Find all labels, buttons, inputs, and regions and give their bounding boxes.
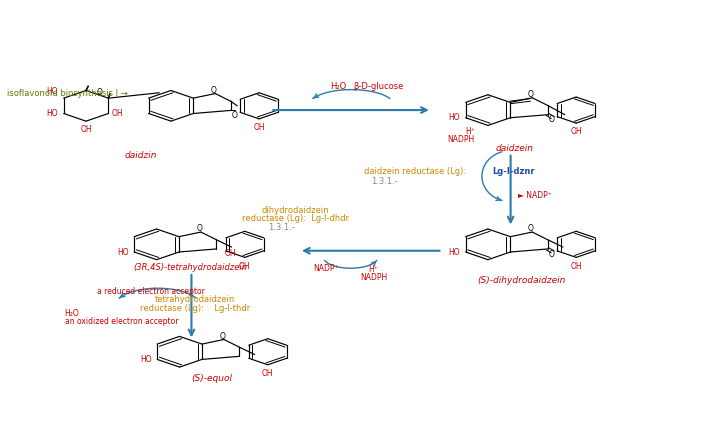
Text: HO: HO <box>449 248 460 257</box>
Text: H⁺: H⁺ <box>369 265 379 274</box>
Text: HO: HO <box>46 87 58 96</box>
Text: (3R,4S)-tetrahydrodaidzein: (3R,4S)-tetrahydrodaidzein <box>133 263 247 272</box>
Text: O: O <box>528 90 534 99</box>
Text: NADPH: NADPH <box>448 136 474 145</box>
Text: Lg-l-dznr: Lg-l-dznr <box>492 167 535 176</box>
Text: an oxidized electron acceptor: an oxidized electron acceptor <box>65 317 178 326</box>
Text: daidzein reductase (Lg):: daidzein reductase (Lg): <box>364 167 466 176</box>
Text: NADPH: NADPH <box>360 273 387 282</box>
Text: H₂O: H₂O <box>330 82 346 91</box>
Text: OH: OH <box>239 262 251 271</box>
Text: reductase (Lg):  Lg-l-dhdr: reductase (Lg): Lg-l-dhdr <box>242 214 349 223</box>
Text: daidzein: daidzein <box>495 144 534 153</box>
Text: O: O <box>231 111 238 120</box>
Text: 1.3.1.-: 1.3.1.- <box>268 223 294 232</box>
Text: O: O <box>197 224 202 233</box>
Text: OH: OH <box>253 123 265 132</box>
Text: HO: HO <box>140 355 151 364</box>
Text: HO: HO <box>46 109 58 118</box>
Text: O: O <box>549 115 554 124</box>
Text: O: O <box>211 86 217 95</box>
Text: 1.3.1.-: 1.3.1.- <box>371 177 397 186</box>
Text: NADP⁺: NADP⁺ <box>313 264 339 273</box>
Text: β-D-glucose: β-D-glucose <box>354 82 404 91</box>
Text: daidzin: daidzin <box>125 151 158 160</box>
Text: H₂O: H₂O <box>65 309 79 318</box>
Text: OH: OH <box>570 127 582 136</box>
Text: dihydrodaidzein: dihydrodaidzein <box>261 206 329 215</box>
Text: HO: HO <box>449 113 460 122</box>
Text: H⁺: H⁺ <box>465 127 474 136</box>
Text: (S)-equol: (S)-equol <box>191 374 232 383</box>
Text: O: O <box>96 88 102 97</box>
Text: reductase (Lg):    Lg-l-thdr: reductase (Lg): Lg-l-thdr <box>140 304 250 313</box>
Text: O: O <box>220 332 225 341</box>
Text: OH: OH <box>80 125 92 134</box>
Text: isoflavonoid biosynthesis I →: isoflavonoid biosynthesis I → <box>7 88 128 97</box>
Text: HO: HO <box>117 248 128 257</box>
Text: (S)-dihydrodaidzein: (S)-dihydrodaidzein <box>477 276 566 285</box>
Text: tetrahydrodaidzein: tetrahydrodaidzein <box>155 295 235 304</box>
Text: ► NADP⁺: ► NADP⁺ <box>518 191 552 200</box>
Text: OH: OH <box>112 109 124 118</box>
Text: OH: OH <box>570 262 582 271</box>
Text: a reduced electron acceptor: a reduced electron acceptor <box>96 287 204 296</box>
Text: O: O <box>549 250 554 259</box>
Text: OH: OH <box>225 249 237 258</box>
Text: OH: OH <box>262 369 274 378</box>
Text: O: O <box>528 224 534 233</box>
